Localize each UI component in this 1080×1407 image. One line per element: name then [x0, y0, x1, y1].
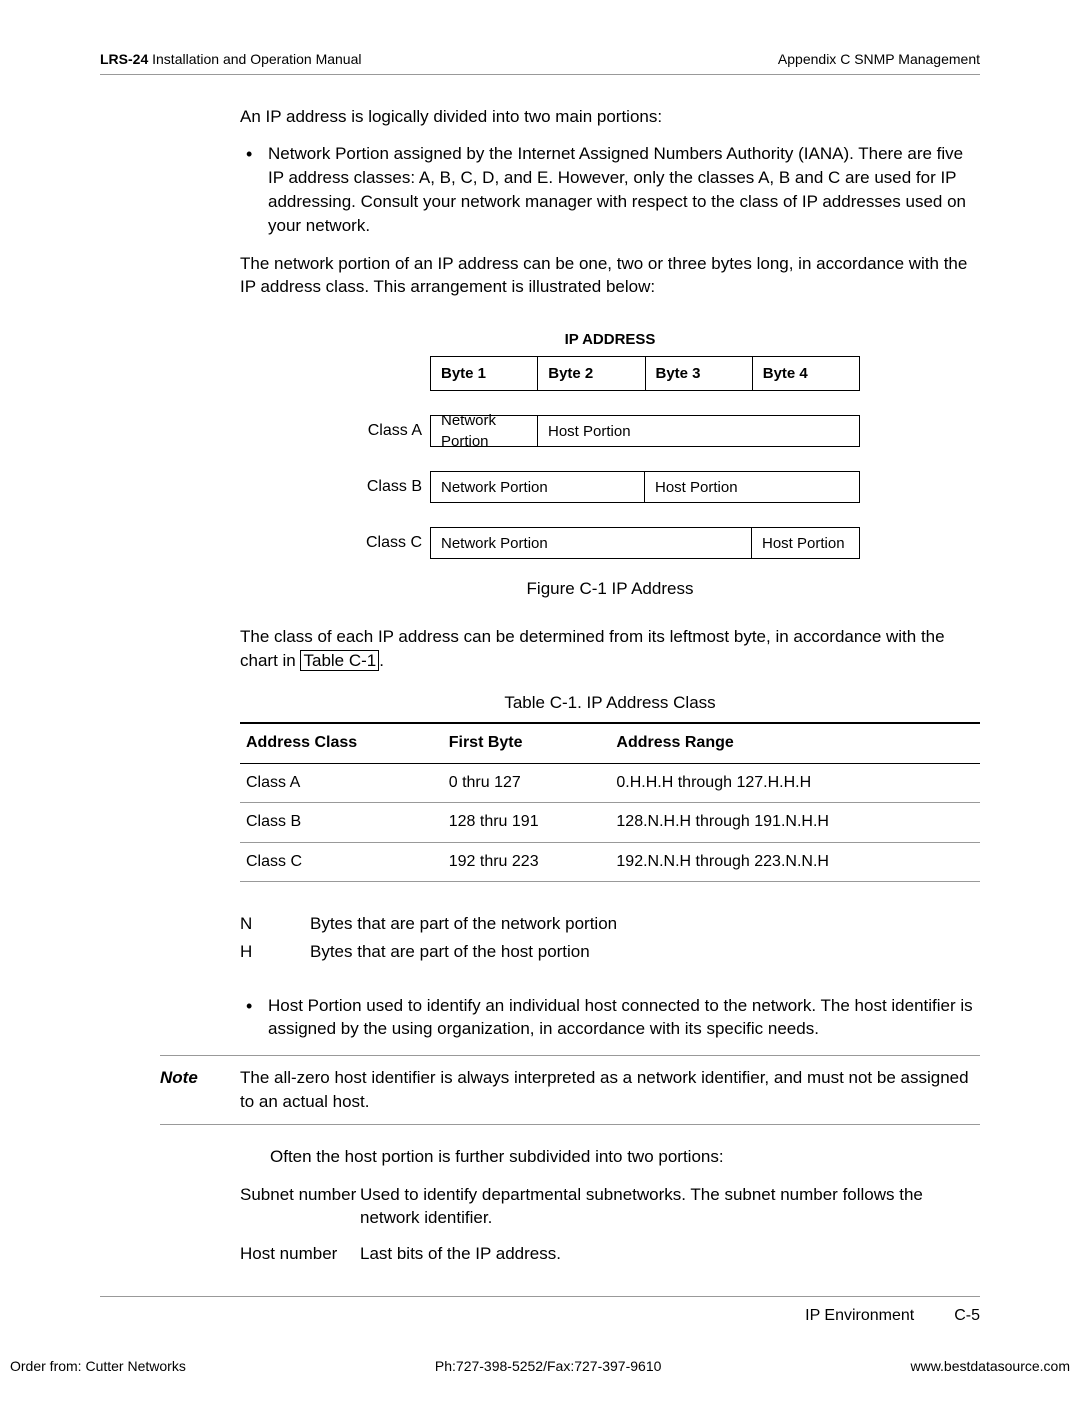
legend-row: HBytes that are part of the host portion — [240, 940, 980, 964]
definition-row: Host numberLast bits of the IP address. — [240, 1242, 980, 1266]
class-cell: Host Portion — [645, 472, 859, 502]
table-cell: Class B — [240, 803, 443, 842]
definitions: Subnet numberUsed to identify department… — [240, 1183, 980, 1266]
class-cell: Host Portion — [538, 416, 859, 446]
header-right: Appendix C SNMP Management — [778, 50, 980, 70]
paragraph-network-length: The network portion of an IP address can… — [240, 252, 980, 300]
legend-key: N — [240, 912, 310, 936]
table-cell: 0.H.H.H through 127.H.H.H — [610, 763, 980, 802]
header-product: LRS-24 — [100, 51, 148, 67]
bullet-text: Network Portion assigned by the Internet… — [268, 142, 980, 237]
definition-term: Subnet number — [240, 1183, 360, 1231]
table-row: Class A0 thru 1270.H.H.H through 127.H.H… — [240, 763, 980, 802]
header-title: Installation and Operation Manual — [148, 51, 361, 67]
byte-header-cell: Byte 1 — [431, 357, 538, 390]
class-label: Class A — [360, 420, 430, 442]
bullet-rest: used to identify an individual host conn… — [268, 996, 973, 1039]
byte-header-cell: Byte 4 — [753, 357, 859, 390]
class-cell: Network Portion — [431, 528, 752, 558]
class-row: Class CNetwork PortionHost Portion — [360, 527, 860, 559]
class-cell: Network Portion — [431, 472, 645, 502]
bottom-left: Order from: Cutter Networks — [10, 1357, 186, 1377]
table-row: Class C192 thru 223192.N.N.H through 223… — [240, 842, 980, 881]
bullet-network-portion: • Network Portion assigned by the Intern… — [240, 142, 980, 237]
note-text: The all-zero host identifier is always i… — [240, 1066, 980, 1114]
ip-address-diagram: IP ADDRESS Byte 1 Byte 2 Byte 3 Byte 4 C… — [360, 329, 860, 601]
bullet-lead: Host Portion — [268, 996, 362, 1015]
bottom-line: Order from: Cutter Networks Ph:727-398-5… — [0, 1357, 1080, 1377]
figure-caption: Figure C-1 IP Address — [360, 577, 860, 601]
legend-value: Bytes that are part of the network porti… — [310, 912, 980, 936]
class-cell: Host Portion — [752, 528, 859, 558]
bottom-right: www.bestdatasource.com — [910, 1357, 1070, 1377]
legend-value: Bytes that are part of the host portion — [310, 940, 980, 964]
byte-header-row: Byte 1 Byte 2 Byte 3 Byte 4 — [430, 356, 860, 391]
table-cell: 0 thru 127 — [443, 763, 611, 802]
bullet-icon: • — [240, 994, 268, 1042]
class-row: Class ANetwork PortionHost Portion — [360, 415, 860, 447]
intro-paragraph: An IP address is logically divided into … — [240, 105, 980, 129]
footer-page: C-5 — [954, 1305, 980, 1327]
definition-text: Last bits of the IP address. — [360, 1242, 980, 1266]
table-cell: Class A — [240, 763, 443, 802]
bullet-text: Host Portion used to identify an individ… — [268, 994, 980, 1042]
bullet-lead: Network Portion — [268, 144, 389, 163]
ip-address-class-table: Address ClassFirst ByteAddress Range Cla… — [240, 722, 980, 882]
legend-key: H — [240, 940, 310, 964]
note-label: Note — [160, 1066, 240, 1114]
legend: NBytes that are part of the network port… — [240, 912, 980, 964]
class-bar: Network PortionHost Portion — [430, 527, 860, 559]
bottom-center: Ph:727-398-5252/Fax:727-397-9610 — [435, 1357, 662, 1377]
para3-period: . — [379, 651, 384, 670]
class-row: Class BNetwork PortionHost Portion — [360, 471, 860, 503]
class-bar: Network PortionHost Portion — [430, 415, 860, 447]
byte-header-cell: Byte 2 — [538, 357, 645, 390]
table-cell: 128.N.H.H through 191.N.H.H — [610, 803, 980, 842]
bullet-icon: • — [240, 142, 268, 237]
class-label: Class B — [360, 476, 430, 498]
table-header-cell: Address Class — [240, 723, 443, 763]
main-content: An IP address is logically divided into … — [240, 105, 980, 1266]
legend-row: NBytes that are part of the network port… — [240, 912, 980, 936]
table-cell: 128 thru 191 — [443, 803, 611, 842]
table-cell: 192.N.N.H through 223.N.N.H — [610, 842, 980, 881]
note-block: Note The all-zero host identifier is alw… — [160, 1055, 980, 1125]
definition-text: Used to identify departmental subnetwork… — [360, 1183, 980, 1231]
table-cell: 192 thru 223 — [443, 842, 611, 881]
table-cell: Class C — [240, 842, 443, 881]
paragraph-subdivision: Often the host portion is further subdiv… — [270, 1145, 980, 1169]
table-ref-link[interactable]: Table C-1 — [300, 650, 379, 671]
table-row: Class B128 thru 191128.N.H.H through 191… — [240, 803, 980, 842]
class-bar: Network PortionHost Portion — [430, 471, 860, 503]
page-footer: IP Environment C-5 — [100, 1296, 980, 1327]
paragraph-class-determination: The class of each IP address can be dete… — [240, 625, 980, 673]
byte-header-cell: Byte 3 — [646, 357, 753, 390]
footer-section: IP Environment — [805, 1305, 914, 1327]
table-header-cell: Address Range — [610, 723, 980, 763]
class-label: Class C — [360, 532, 430, 554]
class-cell: Network Portion — [431, 416, 538, 446]
page-header: LRS-24 Installation and Operation Manual… — [100, 50, 980, 75]
table-header-cell: First Byte — [443, 723, 611, 763]
diagram-title: IP ADDRESS — [360, 329, 860, 350]
definition-term: Host number — [240, 1242, 360, 1266]
table-caption: Table C-1. IP Address Class — [240, 691, 980, 715]
definition-row: Subnet numberUsed to identify department… — [240, 1183, 980, 1231]
bullet-host-portion: • Host Portion used to identify an indiv… — [240, 994, 980, 1042]
header-left: LRS-24 Installation and Operation Manual — [100, 50, 361, 70]
